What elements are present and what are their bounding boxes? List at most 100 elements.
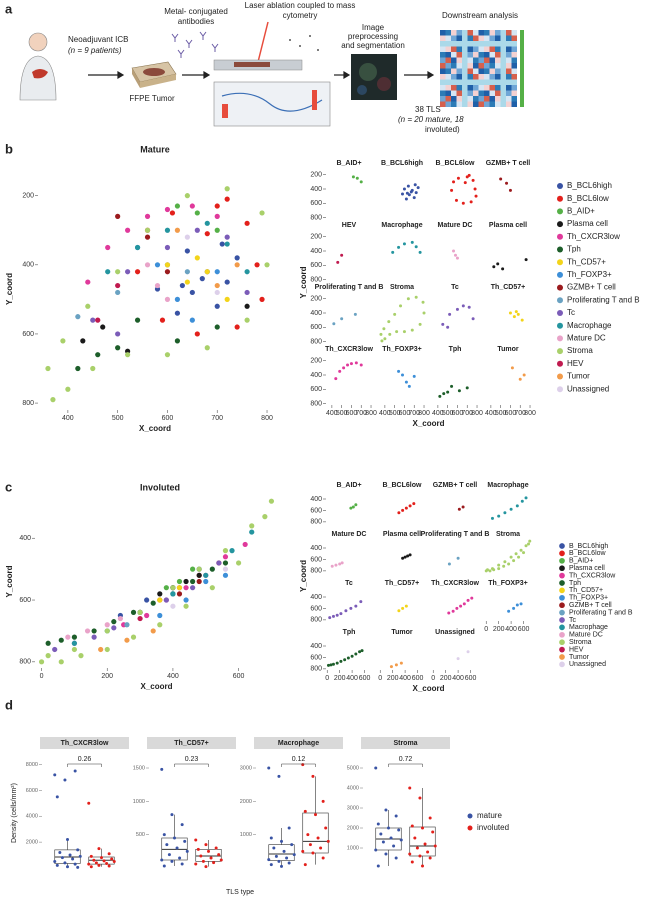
x-tick-label: 800	[365, 410, 377, 417]
cell-point	[183, 578, 189, 585]
cell-point	[75, 314, 81, 320]
cell-point	[189, 317, 195, 323]
cell-point	[346, 363, 350, 367]
heatmap-cell	[495, 46, 501, 52]
cell-point	[38, 659, 45, 665]
x-tick-label: 200	[101, 673, 113, 680]
heatmap-cell	[445, 35, 451, 41]
legend-swatch	[557, 284, 563, 291]
cell-point	[259, 210, 265, 216]
cell-point	[404, 604, 408, 608]
cell-point	[144, 612, 150, 619]
legend-label: HEV	[567, 359, 584, 368]
step-text: antibodies	[178, 17, 214, 26]
legend-label: mature	[477, 811, 502, 820]
density-point	[180, 862, 184, 866]
heatmap-cell	[462, 101, 468, 107]
x-tick-label: 200	[493, 626, 505, 633]
heatmap-cell	[445, 101, 451, 107]
cell-point	[401, 508, 405, 512]
density-point	[285, 856, 289, 860]
legend-label: Th_CD57+	[569, 587, 603, 594]
cell-point	[183, 597, 189, 603]
heatmap-cell	[506, 101, 512, 107]
cell-point	[184, 269, 190, 275]
legend-swatch	[557, 386, 563, 393]
y-tick-label: 1000	[347, 845, 359, 851]
legend-swatch	[559, 550, 565, 557]
density-point	[66, 865, 69, 869]
heatmap-cell	[456, 52, 462, 58]
density-point	[421, 864, 424, 868]
heatmap-cell	[451, 46, 457, 52]
cell-point	[393, 312, 397, 316]
cell-point	[388, 332, 392, 336]
heatmap-cell	[478, 63, 484, 69]
significance-bracket	[67, 763, 102, 767]
cell-point	[224, 279, 230, 285]
cell-point	[58, 659, 64, 665]
heatmap-cell	[445, 52, 451, 58]
density-point	[170, 813, 174, 817]
y-tick-label: 400	[310, 248, 322, 255]
density-point	[267, 858, 271, 862]
cell-point	[418, 250, 422, 254]
x-tick-label: 700	[211, 415, 223, 422]
facet-title: HEV	[342, 222, 357, 229]
cell-point	[438, 394, 442, 398]
density-point	[162, 864, 166, 868]
cell-point	[144, 227, 151, 233]
cell-point	[514, 310, 518, 314]
y-tick-label: 400	[310, 186, 322, 193]
cell-point	[159, 317, 166, 323]
density-point	[55, 795, 59, 799]
x-axis-label: X_coord	[412, 419, 444, 428]
heatmap-cell	[495, 52, 501, 58]
facet-title: B_AID+	[336, 160, 361, 167]
heatmap-cell	[506, 46, 512, 52]
heatmap-cell	[484, 46, 490, 52]
cell-point	[80, 338, 86, 344]
heatmap-cell	[467, 30, 473, 36]
y-tick-label: 800	[310, 338, 322, 345]
facet-title: Tumor	[391, 629, 413, 636]
density-point	[100, 856, 103, 860]
cell-point	[397, 609, 401, 613]
legend-swatch	[559, 580, 565, 586]
cell-point	[338, 562, 342, 566]
legend-label: Th_FOXP3+	[567, 270, 612, 279]
facet-title: Th_CD57+	[174, 740, 208, 747]
heatmap-cell	[467, 35, 473, 41]
cell-point	[144, 262, 151, 268]
cell-point	[184, 248, 190, 254]
cell-point	[169, 210, 176, 216]
legend-label: Macrophage	[569, 624, 608, 631]
cell-point	[490, 567, 494, 571]
heatmap-cell	[500, 52, 506, 58]
cell-point	[501, 267, 505, 271]
y-axis-label: Y_coord	[5, 565, 14, 597]
density-point	[399, 838, 403, 842]
heatmap-cell	[500, 74, 506, 80]
density-point	[110, 857, 114, 861]
heatmap-cell	[456, 79, 462, 85]
heatmap-cell	[440, 85, 446, 91]
legend-label: B_BCL6low	[567, 194, 609, 203]
density-point	[376, 822, 380, 826]
density-point	[272, 846, 276, 850]
cell-point	[157, 622, 163, 628]
cell-point	[117, 615, 123, 622]
density-point	[376, 864, 380, 868]
density-point	[287, 826, 291, 830]
heatmap-cell	[467, 63, 473, 69]
heatmap-cell	[495, 35, 501, 41]
heatmap-cell	[473, 57, 479, 63]
cell-point	[104, 628, 110, 634]
heatmap-cell	[500, 68, 506, 74]
cell-point	[522, 551, 526, 555]
heatmap-bar	[520, 30, 524, 107]
density-point	[408, 786, 412, 790]
legend-label: Mature DC	[569, 632, 603, 639]
heatmap-cell	[478, 96, 484, 102]
cell-point	[455, 606, 459, 610]
